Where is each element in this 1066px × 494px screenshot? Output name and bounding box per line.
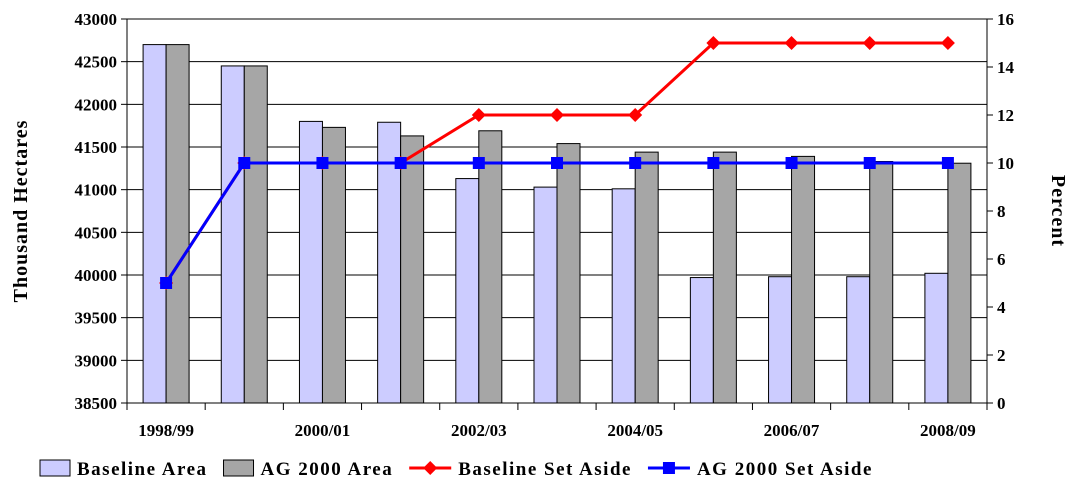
y2-tick-label: 6 — [997, 250, 1006, 269]
legend-label: AG 2000 Area — [261, 459, 394, 480]
square-marker — [629, 157, 642, 169]
y-tick-label: 39500 — [75, 309, 118, 328]
x-tick-label: 2000/01 — [295, 421, 351, 440]
y-tick-label: 42000 — [75, 95, 118, 114]
y2-tick-label: 0 — [997, 394, 1006, 413]
y-tick-label: 39000 — [75, 351, 118, 370]
square-marker — [785, 157, 798, 169]
square-marker — [238, 157, 251, 169]
bar — [533, 186, 558, 404]
bar — [455, 178, 480, 404]
bar — [846, 276, 871, 404]
y-tick-label: 43000 — [75, 10, 118, 29]
y2-tick-label: 10 — [997, 154, 1014, 173]
bar — [611, 188, 636, 404]
bar — [165, 44, 190, 404]
y-tick-label: 41000 — [75, 181, 118, 200]
bar — [400, 135, 425, 404]
bar — [689, 277, 714, 404]
bar — [869, 161, 894, 404]
legend-swatch — [39, 459, 71, 477]
bar — [243, 65, 268, 404]
bar — [634, 151, 659, 404]
x-tick-label: 2006/07 — [764, 421, 820, 440]
y-tick-label: 42500 — [75, 53, 118, 72]
x-tick-label: 2002/03 — [451, 421, 507, 440]
y2-tick-label: 8 — [997, 202, 1006, 221]
x-tick-label: 2008/09 — [920, 421, 976, 440]
legend-label: Baseline Area — [77, 459, 208, 480]
square-marker — [472, 157, 485, 169]
bar — [791, 155, 816, 404]
y-tick-label: 38500 — [75, 394, 118, 413]
diamond-marker — [628, 108, 643, 122]
x-tick-label: 2004/05 — [607, 421, 663, 440]
bar — [220, 65, 245, 404]
lines — [159, 36, 955, 290]
diamond-marker — [940, 36, 955, 50]
diamond-marker — [784, 36, 799, 50]
legend-swatch — [223, 459, 255, 477]
square-marker — [394, 157, 407, 169]
bar — [924, 272, 949, 404]
square-marker — [941, 157, 954, 169]
bar — [768, 276, 793, 404]
square-marker — [551, 157, 563, 169]
bar — [478, 130, 503, 404]
bars — [142, 44, 972, 404]
y2-tick-label: 14 — [997, 58, 1015, 77]
tick-labels: 3850039000395004000040500410004150042000… — [75, 10, 1015, 440]
y2-tick-label: 4 — [997, 298, 1006, 317]
legend: Baseline Area AG 2000 Area Baseline Set As… — [39, 459, 873, 480]
square-marker — [707, 157, 720, 169]
bar — [947, 162, 972, 404]
bar — [556, 143, 581, 404]
y2-axis-title: Percent — [1047, 175, 1066, 247]
diamond-marker — [862, 36, 877, 50]
y-tick-label: 40000 — [75, 266, 118, 285]
y2-tick-label: 16 — [997, 10, 1014, 29]
legend-marker — [423, 461, 438, 475]
legend-marker — [662, 462, 675, 474]
legend-label: Baseline Set Aside — [458, 459, 632, 480]
y-axis-title: Thousand Hectares — [10, 120, 32, 303]
diamond-marker — [706, 36, 721, 50]
diamond-marker — [471, 108, 486, 122]
bar — [712, 151, 737, 404]
square-marker — [316, 157, 329, 169]
y-tick-label: 40500 — [75, 223, 118, 242]
square-marker — [160, 277, 173, 289]
axes — [121, 18, 993, 410]
square-marker — [863, 157, 876, 169]
diamond-marker — [550, 108, 564, 122]
y2-tick-label: 12 — [997, 106, 1014, 125]
legend-label: AG 2000 Set Aside — [697, 459, 873, 480]
bar — [142, 44, 167, 404]
y-tick-label: 41500 — [75, 138, 118, 157]
x-tick-label: 1998/99 — [138, 421, 194, 440]
y2-tick-label: 2 — [997, 346, 1006, 365]
